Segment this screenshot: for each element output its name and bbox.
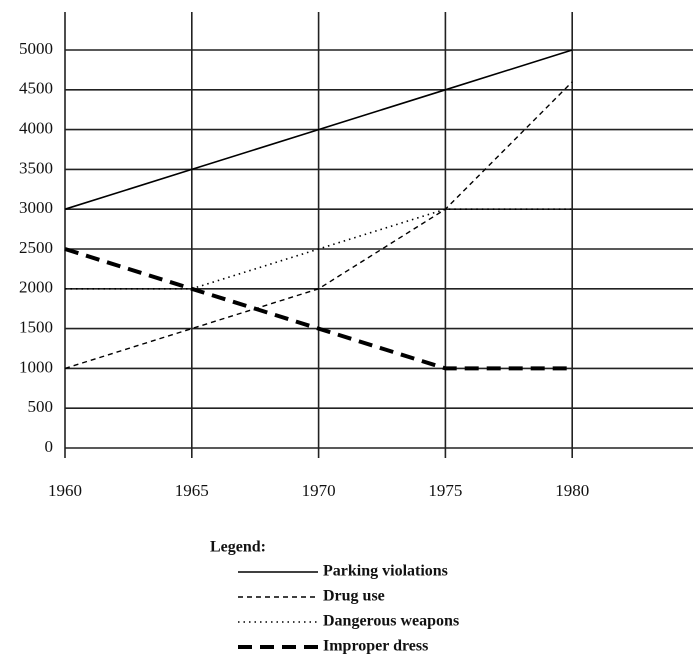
y-tick-label: 1000 <box>19 357 53 376</box>
x-tick-label: 1975 <box>428 481 462 500</box>
y-tick-label: 1500 <box>19 318 53 337</box>
y-tick-label: 4500 <box>19 79 53 98</box>
x-tick-label: 1960 <box>48 481 82 500</box>
series-line <box>65 208 573 290</box>
y-tick-label: 3000 <box>19 198 53 217</box>
y-tick-label: 5000 <box>19 39 53 58</box>
y-tick-label: 500 <box>28 397 54 416</box>
series-line <box>64 49 573 210</box>
y-tick-label: 2000 <box>19 278 53 297</box>
y-tick-label: 2500 <box>19 238 53 257</box>
series-line <box>64 81 573 370</box>
legend-label: Dangerous weapons <box>323 613 459 630</box>
y-tick-label: 4000 <box>19 119 53 138</box>
legend-label: Parking violations <box>323 563 448 580</box>
legend-label: Drug use <box>323 588 385 605</box>
legend-label: Improper dress <box>323 638 428 655</box>
x-tick-label: 1965 <box>175 481 209 500</box>
x-tick-label: 1980 <box>555 481 589 500</box>
y-tick-label: 0 <box>45 437 54 456</box>
series-line <box>64 247 573 371</box>
y-tick-label: 3500 <box>19 158 53 177</box>
x-tick-label: 1970 <box>302 481 336 500</box>
legend-title: Legend: <box>210 539 266 556</box>
